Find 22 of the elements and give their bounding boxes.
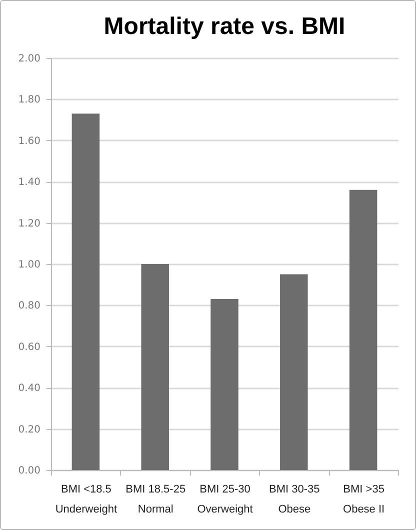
y-tick-label: 0.80 [18,300,40,312]
bar [141,264,169,470]
y-tick-label: 1.60 [18,136,40,147]
y-tick-label: 1.00 [18,260,40,270]
y-tick-label: 1.20 [18,218,40,230]
x-tick-label: BMI 18.5-25 Normal [126,484,186,516]
y-tick-label: 0.40 [18,383,40,394]
x-tick-label: BMI >35 Obese II [343,484,385,516]
bar [72,114,100,470]
bar [210,299,238,470]
y-tick-label: 0.60 [18,342,40,353]
y-tick-label: 1.80 [18,94,40,106]
y-tick-label: 0.20 [18,424,40,436]
y-tick-label: 1.40 [18,177,40,188]
chart-title: Mortality rate vs. BMI [104,13,346,40]
bar [280,274,308,470]
y-tick-label: 2.00 [18,54,40,64]
x-tick-label: BMI 30-35 Obese [269,484,320,516]
x-tick-label: BMI 25-30 Overweight [197,484,253,516]
x-tick-label: BMI <18.5 Underweight [55,484,118,516]
bar [349,190,378,470]
y-tick-label: 0.00 [18,466,40,476]
